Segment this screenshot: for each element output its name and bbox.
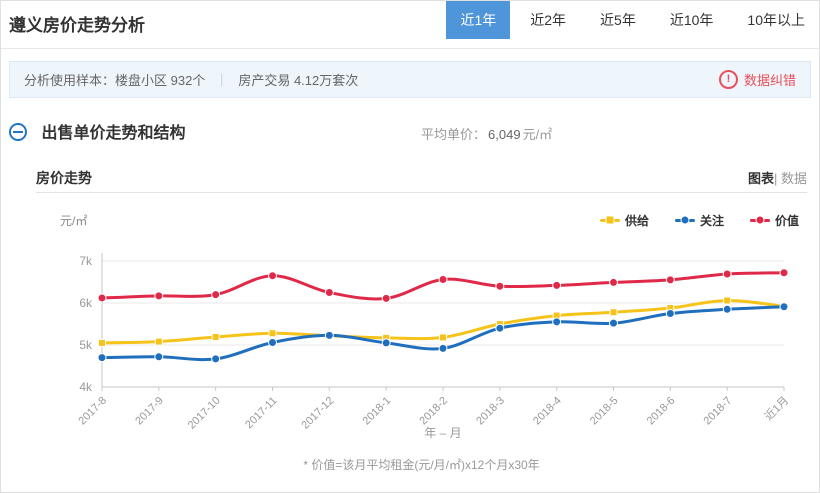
x-tick-label: 2018-4 [531, 395, 564, 428]
collapse-icon[interactable] [9, 123, 27, 141]
section-title: 出售单价走势和结构 [41, 125, 186, 142]
sample-label: 分析使用样本： [24, 73, 116, 88]
x-tick-label: 2017-9 [133, 395, 166, 428]
sample-trades: 房产交易 4.12万套次 [238, 73, 359, 88]
tab-period-1[interactable]: 近2年 [530, 12, 567, 28]
data-point-价值 [154, 291, 164, 301]
x-tick-label: 2018-7 [702, 395, 735, 428]
data-point-价值 [438, 274, 448, 284]
y-axis-unit-label: 元/㎡ [60, 213, 88, 228]
y-tick-label: 4k [79, 380, 93, 394]
data-point-关注 [438, 343, 448, 353]
x-tick-label: 2017-11 [243, 395, 279, 431]
y-tick-label: 6k [79, 296, 93, 310]
data-point-供给 [98, 338, 106, 347]
data-point-关注 [211, 354, 221, 364]
data-point-价值 [722, 269, 732, 279]
data-point-供给 [154, 337, 163, 346]
sample-buildings: 楼盘小区 932个 [115, 73, 206, 88]
tab-period-0[interactable]: 近1年 [446, 1, 511, 39]
view-data-button[interactable]: 数据 [780, 171, 807, 186]
data-point-价值 [268, 271, 277, 281]
data-correction-button[interactable]: ! 数据纠错 [718, 70, 796, 89]
data-point-价值 [665, 275, 675, 285]
data-point-关注 [154, 352, 164, 362]
legend-marker-icon [749, 215, 770, 225]
data-point-关注 [609, 318, 618, 328]
x-tick-label: 2017-8 [76, 395, 109, 428]
data-point-价值 [381, 293, 391, 303]
legend-item-关注[interactable]: 关注 [674, 212, 724, 229]
legend-marker-icon [599, 215, 620, 225]
legend-item-供给[interactable]: 供给 [599, 212, 649, 229]
sample-info-bar: 分析使用样本： 楼盘小区 932个 ｜ 房产交易 4.12万套次 ! 数据纠错 [9, 61, 811, 98]
page-title: 遵义房价走势分析 [9, 16, 145, 35]
x-axis-title: 年 – 月 [424, 426, 461, 440]
page-header: 遵义房价走势分析 近1年 近2年 近5年 近10年 10年以上 [1, 1, 819, 49]
data-point-关注 [268, 337, 277, 347]
legend-label: 供给 [624, 213, 649, 228]
x-tick-label: 2018-5 [588, 395, 621, 428]
chart-card: 房价走势 图表| 数据 元/㎡ 供给 关注 价值 4k 5k 6k 7k 2017-8 201… [36, 163, 807, 473]
x-tick-label: 2017-10 [186, 395, 223, 432]
data-point-供给 [723, 296, 732, 305]
legend-item-价值[interactable]: 价值 [749, 212, 799, 229]
x-tick-label: 2017-12 [299, 395, 336, 432]
data-point-关注 [722, 304, 732, 314]
section-header: 出售单价走势和结构 平均单价： 6,049 元/㎡ [9, 119, 811, 149]
view-toggle-divider: | [773, 171, 778, 186]
data-point-价值 [324, 288, 334, 297]
average-price-unit: 元/㎡ [522, 127, 553, 142]
price-trend-chart: 4k 5k 6k 7k 2017-8 2017-9 2017-10 2017-11 2017-1… [76, 253, 791, 440]
data-point-关注 [495, 323, 505, 333]
view-chart-button[interactable]: 图表 [747, 171, 774, 186]
x-tick-label: 近1月 [762, 394, 791, 423]
tab-period-4[interactable]: 10年以上 [747, 12, 805, 28]
data-point-关注 [381, 338, 391, 348]
data-point-关注 [779, 302, 789, 312]
data-point-供给 [609, 308, 618, 317]
y-tick-label: 7k [79, 254, 93, 268]
chart-area: 4k 5k 6k 7k 2017-8 2017-9 2017-10 2017-11 2017-1… [36, 231, 807, 448]
data-point-价值 [211, 290, 221, 300]
x-tick-label: 2018-1 [361, 395, 394, 428]
chart-title: 房价走势 [36, 169, 92, 186]
data-point-关注 [552, 317, 562, 327]
chart-footnote: * 价值=该月平均租金(元/月/㎡)x12个月x30年 [303, 458, 540, 472]
data-point-价值 [779, 268, 789, 278]
data-point-价值 [552, 280, 562, 290]
data-point-价值 [609, 277, 618, 287]
y-tick-label: 5k [79, 338, 93, 352]
chart-legend: 供给 关注 价值 [599, 212, 799, 229]
period-tabs: 近1年 近2年 近5年 近10年 10年以上 [440, 1, 819, 39]
exclamation-icon: ! [718, 70, 738, 89]
x-tick-label: 2018-6 [645, 395, 678, 428]
legend-label: 关注 [699, 213, 724, 228]
data-point-价值 [495, 281, 505, 291]
data-point-供给 [211, 333, 220, 342]
data-point-关注 [324, 330, 334, 340]
average-price-label: 平均单价： [421, 127, 487, 142]
average-price-value: 6,049 [488, 127, 521, 142]
tab-period-2[interactable]: 近5年 [600, 12, 636, 28]
tab-period-3[interactable]: 近10年 [669, 12, 714, 28]
legend-label: 价值 [774, 213, 799, 228]
data-point-供给 [268, 329, 277, 338]
view-toggle: 图表| 数据 [748, 168, 807, 187]
x-tick-label: 2018-2 [417, 395, 450, 428]
legend-marker-icon [674, 215, 695, 225]
average-price: 平均单价： 6,049 元/㎡ [421, 124, 552, 143]
data-point-关注 [97, 353, 107, 363]
data-point-关注 [665, 309, 675, 318]
legend-row: 元/㎡ 供给 关注 价值 [36, 211, 807, 229]
x-tick-label: 2018-3 [474, 395, 507, 428]
chart-card-header: 房价走势 图表| 数据 [36, 163, 807, 193]
data-point-供给 [439, 333, 447, 342]
data-point-价值 [97, 293, 107, 303]
sample-divider: ｜ [215, 73, 229, 88]
data-correction-label: 数据纠错 [743, 73, 796, 88]
